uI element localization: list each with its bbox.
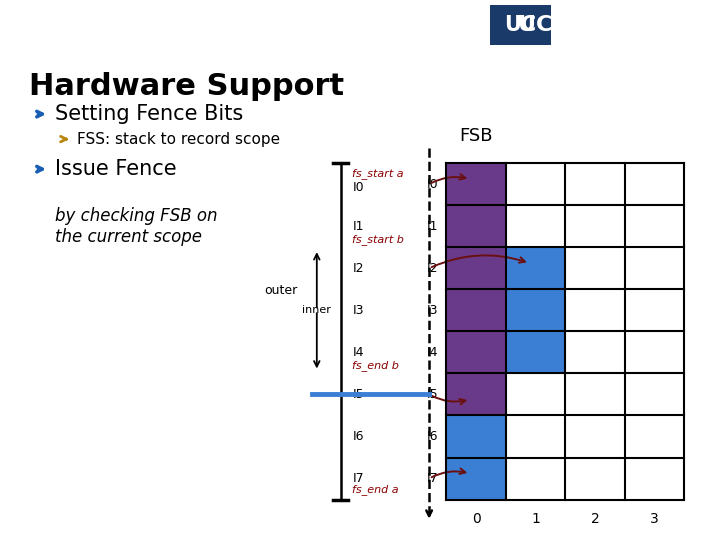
Bar — [446, 457, 506, 500]
Text: I5: I5 — [352, 388, 364, 401]
Bar — [446, 163, 506, 205]
Text: fs_start b: fs_start b — [352, 234, 404, 245]
Bar — [490, 5, 551, 45]
Text: I5: I5 — [427, 388, 438, 401]
Text: I4: I4 — [352, 346, 364, 359]
Text: 2: 2 — [591, 511, 600, 525]
Text: 1: 1 — [531, 511, 540, 525]
Bar — [446, 163, 506, 415]
Text: fs_end a: fs_end a — [352, 484, 399, 495]
Text: by checking FSB on
the current scope: by checking FSB on the current scope — [55, 207, 217, 246]
Text: Issue Fence: Issue Fence — [55, 159, 176, 179]
Bar — [506, 332, 565, 373]
Text: I6: I6 — [427, 430, 438, 443]
Text: 3: 3 — [650, 511, 659, 525]
Text: I2: I2 — [427, 262, 438, 275]
Text: I2: I2 — [352, 262, 364, 275]
Text: I1: I1 — [427, 220, 438, 233]
Text: I1: I1 — [352, 220, 364, 233]
Bar — [446, 415, 506, 457]
Text: I4: I4 — [427, 346, 438, 359]
Text: I3: I3 — [427, 304, 438, 317]
Bar — [446, 247, 506, 289]
Text: FSS: stack to record scope: FSS: stack to record scope — [77, 132, 280, 146]
Bar — [446, 289, 506, 332]
Text: Hardware Support: Hardware Support — [29, 72, 344, 101]
Text: UNIVERSITY OF CALIFORNIA, RIVERSIDE: UNIVERSITY OF CALIFORNIA, RIVERSIDE — [13, 21, 164, 30]
Text: fs_start a: fs_start a — [352, 168, 404, 179]
Text: RIVERSIDE: RIVERSIDE — [565, 16, 672, 34]
Bar — [446, 332, 506, 373]
Text: UC: UC — [504, 15, 536, 35]
Text: UC: UC — [518, 15, 553, 35]
Text: FSB: FSB — [459, 127, 493, 145]
Text: Setting Fence Bits: Setting Fence Bits — [55, 104, 243, 124]
Text: outer: outer — [264, 284, 297, 297]
Bar — [506, 247, 565, 289]
Bar — [506, 289, 565, 332]
Text: I7: I7 — [427, 472, 438, 485]
Text: inner: inner — [302, 305, 331, 315]
Text: I6: I6 — [352, 430, 364, 443]
Text: I0: I0 — [427, 178, 438, 191]
Text: I0: I0 — [352, 181, 364, 194]
Text: fs_end b: fs_end b — [352, 361, 399, 372]
Bar — [446, 373, 506, 415]
Text: I7: I7 — [352, 472, 364, 485]
Bar — [446, 205, 506, 247]
Text: I3: I3 — [352, 304, 364, 317]
Text: 0: 0 — [472, 511, 480, 525]
